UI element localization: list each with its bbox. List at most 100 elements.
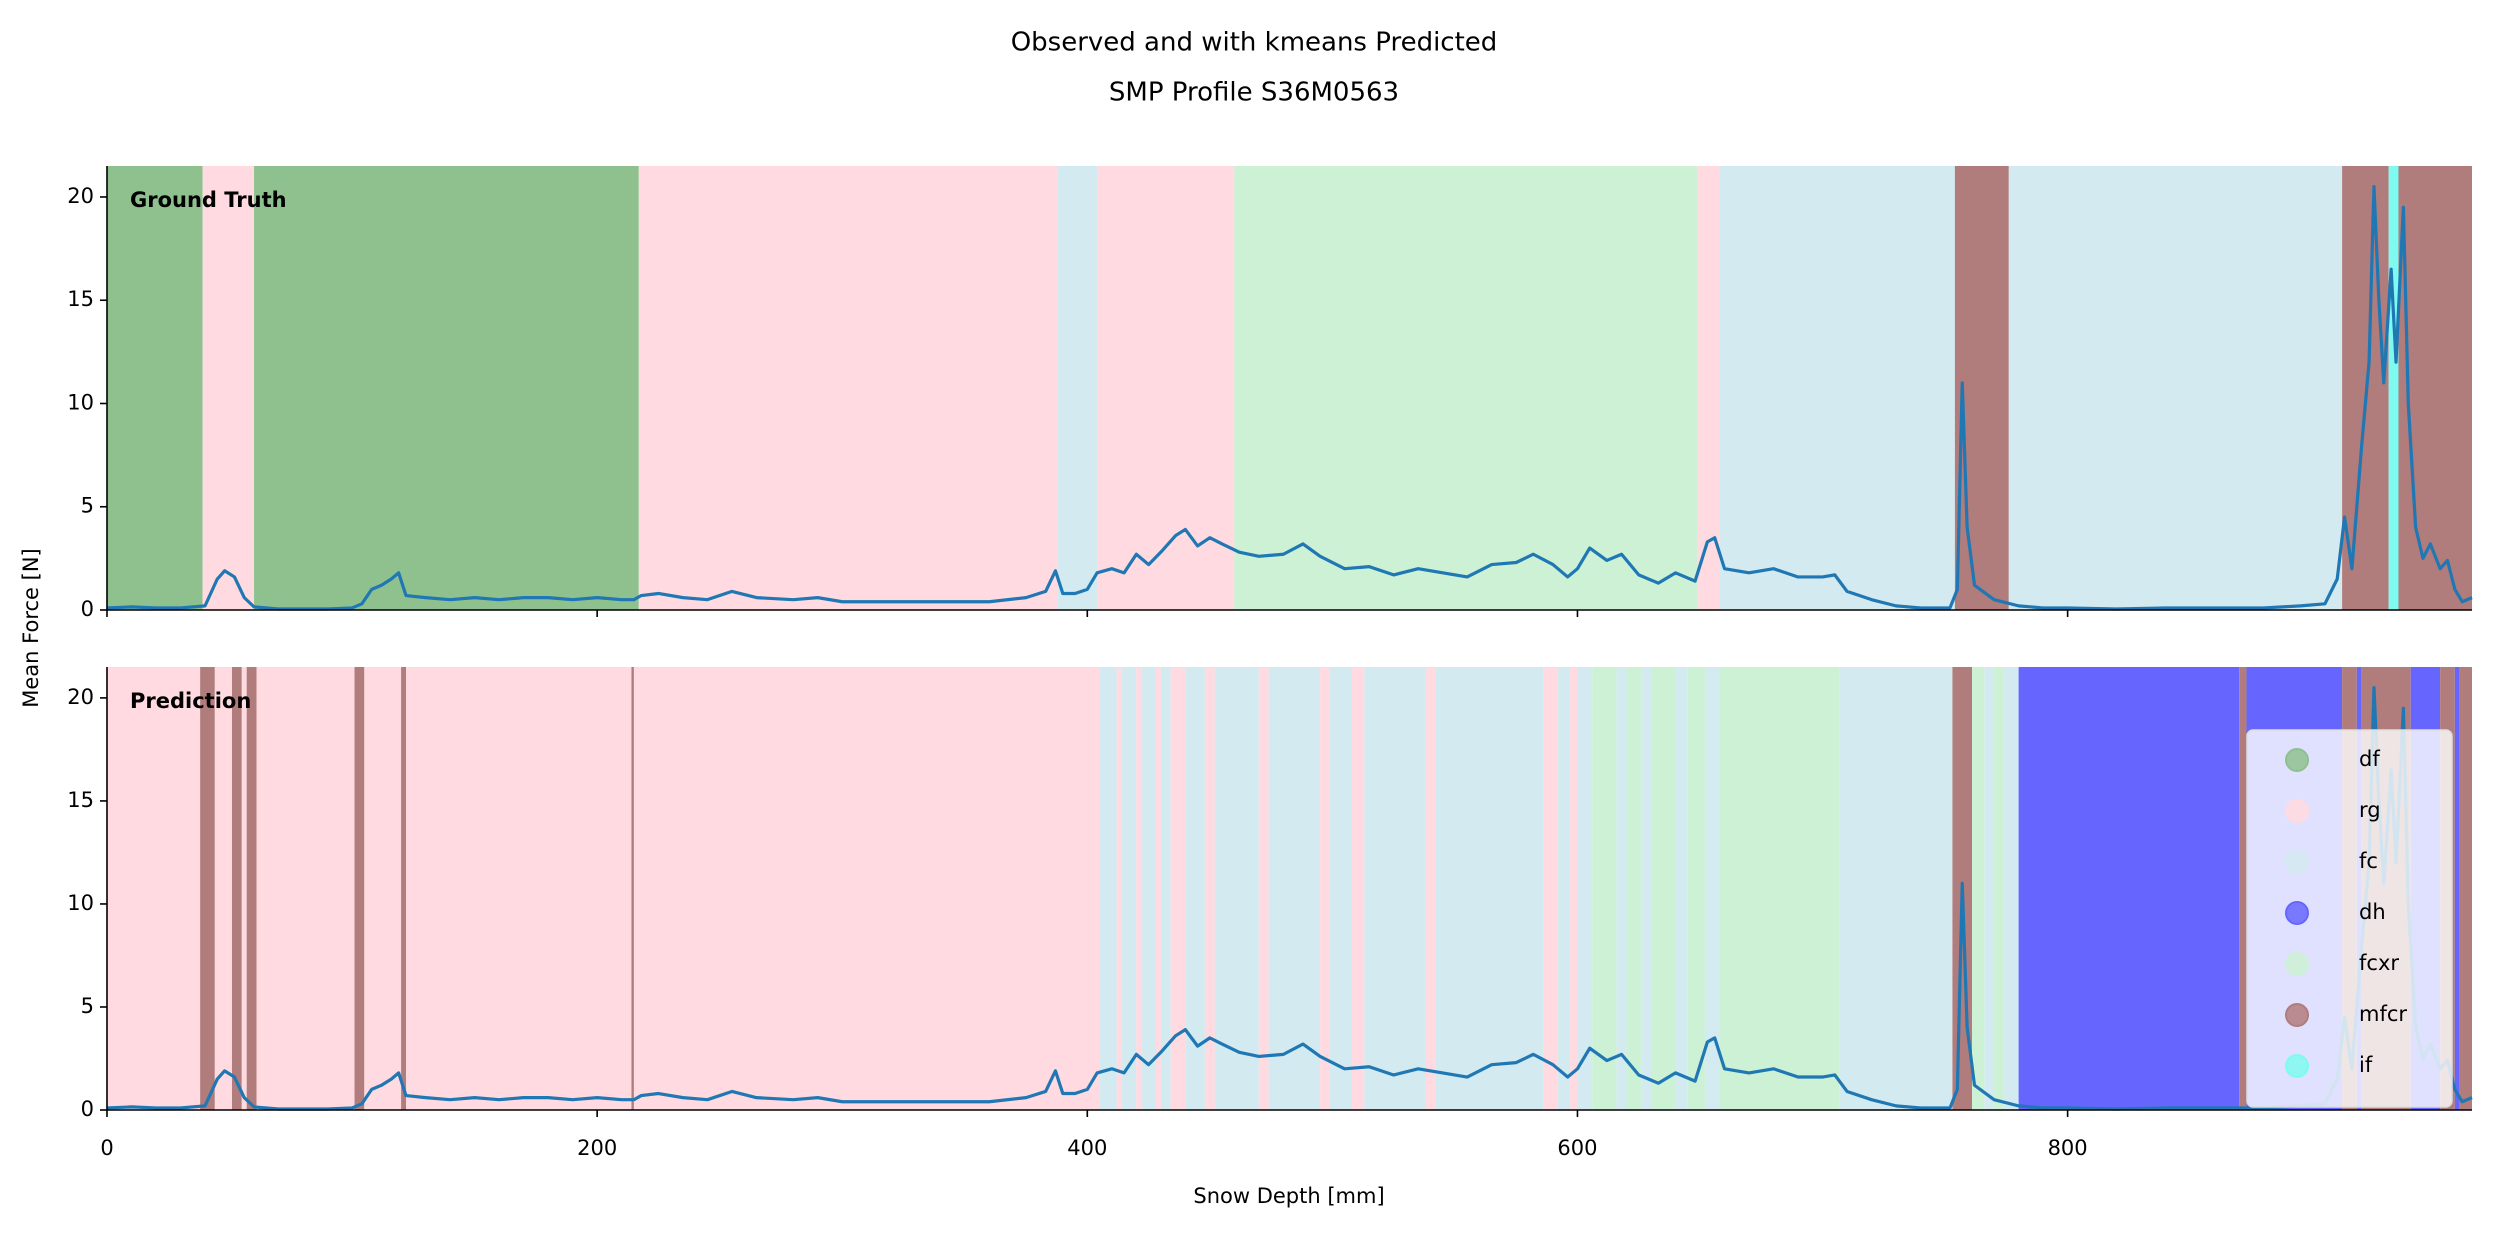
x-tick-label: 0 bbox=[100, 1136, 113, 1160]
class-span bbox=[401, 667, 406, 1110]
class-span bbox=[1351, 667, 1365, 1110]
class-span bbox=[214, 667, 232, 1110]
class-span bbox=[1170, 667, 1186, 1110]
class-span bbox=[1185, 667, 1205, 1110]
legend-label: fcxr bbox=[2359, 951, 2399, 975]
class-span bbox=[1141, 667, 1156, 1110]
legend-marker bbox=[2285, 952, 2309, 976]
class-span bbox=[1268, 667, 1321, 1110]
y-tick-label: 20 bbox=[67, 685, 94, 709]
class-span bbox=[1204, 667, 1215, 1110]
class-span bbox=[1116, 667, 1122, 1110]
class-span bbox=[1984, 667, 1995, 1110]
class-span bbox=[354, 667, 365, 1110]
legend-marker bbox=[2285, 748, 2309, 772]
y-tick-label: 0 bbox=[81, 597, 94, 621]
class-span bbox=[202, 166, 255, 610]
x-tick-label: 600 bbox=[1557, 1136, 1597, 1160]
class-span bbox=[1435, 667, 1544, 1110]
class-span bbox=[1425, 667, 1436, 1110]
class-span bbox=[1994, 667, 2004, 1110]
class-span bbox=[2018, 667, 2240, 1110]
x-tick-label: 200 bbox=[577, 1136, 617, 1160]
class-span bbox=[2398, 166, 2472, 610]
class-span bbox=[1057, 166, 1098, 610]
class-span bbox=[1097, 166, 1235, 610]
class-span bbox=[231, 667, 242, 1110]
class-span bbox=[1687, 667, 1705, 1110]
class-span bbox=[246, 667, 257, 1110]
class-span bbox=[2239, 667, 2247, 1110]
class-span bbox=[2454, 667, 2460, 1110]
class-span bbox=[1160, 667, 1171, 1110]
class-span bbox=[1641, 667, 1651, 1110]
class-span bbox=[107, 166, 203, 610]
y-tick-label: 10 bbox=[67, 390, 94, 414]
class-span bbox=[2008, 166, 2343, 610]
legend-marker bbox=[2285, 1054, 2309, 1078]
class-span bbox=[1697, 166, 1720, 610]
class-span bbox=[1329, 667, 1352, 1110]
class-span bbox=[2459, 667, 2472, 1110]
y-tick-label: 5 bbox=[81, 994, 94, 1018]
class-span bbox=[1557, 667, 1571, 1110]
x-tick-label: 800 bbox=[2048, 1136, 2088, 1160]
class-span bbox=[1155, 667, 1161, 1110]
class-span bbox=[2003, 667, 2019, 1110]
class-span bbox=[1234, 166, 1698, 610]
y-tick-label: 10 bbox=[67, 891, 94, 915]
y-tick-label: 15 bbox=[67, 788, 94, 812]
class-span bbox=[241, 667, 247, 1110]
legend-marker bbox=[2285, 799, 2309, 823]
class-span bbox=[1136, 667, 1142, 1110]
legend-label: mfcr bbox=[2359, 1002, 2407, 1026]
class-span bbox=[1121, 667, 1137, 1110]
class-span bbox=[1616, 667, 1627, 1110]
legend-marker bbox=[2285, 1003, 2309, 1027]
class-span bbox=[2388, 166, 2399, 610]
class-span bbox=[1719, 166, 1955, 610]
class-span bbox=[405, 667, 632, 1110]
force-line bbox=[106, 185, 2473, 611]
class-span bbox=[1675, 667, 1688, 1110]
class-span bbox=[633, 667, 1100, 1110]
legend-label: rg bbox=[2359, 798, 2381, 822]
class-span bbox=[364, 667, 402, 1110]
legend-label: if bbox=[2359, 1053, 2373, 1077]
y-axis-label: Mean Force [N] bbox=[19, 548, 43, 707]
chart-subtitle: SMP Profile S36M0563 bbox=[1109, 78, 1399, 108]
panel-label: Ground Truth bbox=[130, 188, 287, 212]
class-span bbox=[1650, 667, 1676, 1110]
class-span bbox=[638, 166, 1058, 610]
x-axis-label: Snow Depth [mm] bbox=[1193, 1184, 1384, 1208]
chart-title: Observed and with kmeans Predicted bbox=[1011, 28, 1498, 58]
class-span bbox=[200, 667, 215, 1110]
y-tick-label: 0 bbox=[81, 1097, 94, 1121]
legend-marker bbox=[2285, 850, 2309, 874]
class-span bbox=[1839, 667, 1953, 1110]
class-span bbox=[1570, 667, 1578, 1110]
class-span bbox=[1626, 667, 1642, 1110]
class-span bbox=[1214, 667, 1259, 1110]
class-span bbox=[1320, 667, 1330, 1110]
legend-box bbox=[2246, 729, 2453, 1108]
panel-label: Prediction bbox=[130, 689, 251, 713]
legend-label: fc bbox=[2359, 849, 2378, 873]
class-span bbox=[107, 667, 201, 1110]
legend-label: df bbox=[2359, 747, 2380, 771]
class-span bbox=[1099, 667, 1117, 1110]
class-span bbox=[1719, 667, 1840, 1110]
x-tick-label: 400 bbox=[1067, 1136, 1107, 1160]
class-span bbox=[1704, 667, 1720, 1110]
y-tick-label: 5 bbox=[81, 494, 94, 518]
y-tick-label: 15 bbox=[67, 287, 94, 311]
class-span bbox=[1364, 667, 1426, 1110]
class-span bbox=[1577, 667, 1593, 1110]
class-span bbox=[256, 667, 355, 1110]
class-span bbox=[631, 667, 634, 1110]
class-span bbox=[1543, 667, 1558, 1110]
legend-marker bbox=[2285, 901, 2309, 925]
legend-label: dh bbox=[2359, 900, 2386, 924]
y-tick-label: 20 bbox=[67, 184, 94, 208]
